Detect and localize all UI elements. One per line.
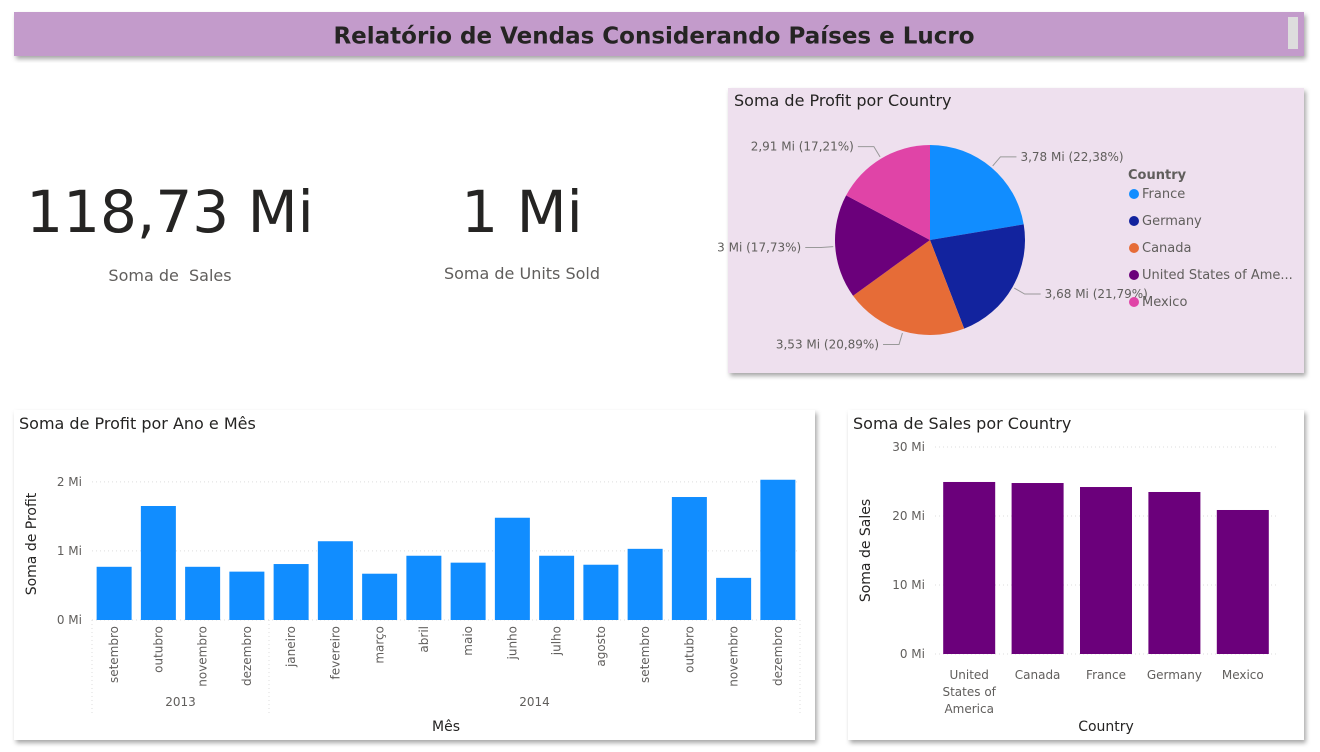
x-tick-label: dezembro <box>771 626 785 686</box>
x-tick-label: dezembro <box>240 626 254 686</box>
y-tick-label: 20 Mi <box>892 509 925 523</box>
legend-swatch <box>1129 243 1139 253</box>
bar <box>96 566 132 620</box>
data-label: 3 Mi (17,73%) <box>717 240 801 254</box>
pie-slice <box>853 240 965 335</box>
x-tick-label: United States of America <box>942 668 996 716</box>
y-tick-label: 10 Mi <box>892 578 925 592</box>
header-bar <box>14 12 1304 56</box>
y-tick-label: 0 Mi <box>900 647 925 661</box>
bar <box>627 548 663 620</box>
x-group-label: 2013 <box>165 695 196 709</box>
bar <box>450 562 486 620</box>
x-tick-label: agosto <box>594 626 608 667</box>
legend-swatch <box>1129 189 1139 199</box>
x-tick-label: abril <box>417 626 431 653</box>
pie-slice <box>930 145 1024 240</box>
x-tick-label: julho <box>550 626 564 656</box>
x-tick-label: março <box>373 626 387 664</box>
bar <box>539 555 575 620</box>
x-tick-label: setembro <box>107 626 121 683</box>
bar <box>1148 491 1201 654</box>
legend-label: France <box>1142 187 1185 202</box>
y-tick-label: 2 Mi <box>57 475 82 489</box>
legend-title: Country <box>1128 168 1187 183</box>
x-tick-label: setembro <box>638 626 652 683</box>
y-tick-label: 1 Mi <box>57 544 82 558</box>
x-tick-label: janeiro <box>284 626 298 668</box>
pie-slice <box>930 224 1025 329</box>
legend-label: Mexico <box>1142 295 1187 310</box>
data-label: 3,53 Mi (20,89%) <box>776 338 879 352</box>
page-title: Relatório de Vendas Considerando Países … <box>333 24 974 50</box>
kpi-label: Soma de Sales <box>108 266 231 285</box>
x-tick-label: Germany <box>1147 668 1202 682</box>
chart-title: Soma de Sales por Country <box>853 414 1071 433</box>
bar <box>943 481 996 654</box>
legend-label: Germany <box>1142 214 1202 229</box>
x-tick-label: junho <box>505 626 519 661</box>
bar <box>317 541 353 620</box>
x-tick-label: maio <box>461 626 475 656</box>
kpi-value: 118,73 Mi <box>26 178 314 246</box>
pie-slice <box>834 195 930 296</box>
leader-line <box>805 246 834 248</box>
y-tick-label: 30 Mi <box>892 440 925 454</box>
legend-swatch <box>1129 216 1139 226</box>
bar <box>273 564 309 620</box>
bar <box>185 566 221 620</box>
x-tick-label: outubro <box>682 626 696 673</box>
data-label: 3,78 Mi (22,38%) <box>1020 150 1123 164</box>
leader-line <box>883 332 903 346</box>
x-tick-label: outubro <box>151 626 165 673</box>
scrollbar <box>1288 17 1298 49</box>
chart-title: Soma de Profit por Ano e Mês <box>19 414 256 433</box>
y-tick-label: 0 Mi <box>57 613 82 627</box>
data-label: 2,91 Mi (17,21%) <box>751 140 854 154</box>
x-tick-label: novembro <box>196 626 210 687</box>
x-tick-label: Mexico <box>1222 668 1264 682</box>
kpi-label: Soma de Units Sold <box>444 264 600 283</box>
bar <box>671 497 707 620</box>
bar <box>1080 487 1132 654</box>
legend-swatch <box>1129 270 1139 280</box>
pie-slice <box>846 145 930 240</box>
bar <box>229 571 265 620</box>
bar <box>494 517 530 620</box>
bar <box>362 573 398 620</box>
y-axis-title: Soma de Sales <box>858 499 874 602</box>
y-axis-title: Soma de Profit <box>24 492 40 595</box>
x-tick-label: Canada <box>1015 668 1061 682</box>
bar <box>716 577 752 620</box>
legend-label: United States of Ame... <box>1142 268 1293 283</box>
x-axis-title: Country <box>1078 719 1134 735</box>
legend-swatch <box>1129 297 1139 307</box>
x-tick-label: fevereiro <box>328 626 342 680</box>
leader-line <box>992 156 1017 167</box>
x-tick-label: France <box>1086 668 1126 682</box>
kpi-value: 1 Mi <box>461 178 583 246</box>
bar <box>1216 509 1269 654</box>
bar <box>140 506 176 620</box>
bar <box>406 555 442 620</box>
bar <box>583 564 619 620</box>
x-tick-label: novembro <box>727 626 741 687</box>
chart-title: Soma de Profit por Country <box>734 91 952 110</box>
x-group-label: 2014 <box>519 695 550 709</box>
leader-line <box>1013 287 1041 295</box>
leader-line <box>857 146 881 158</box>
x-axis-title: Mês <box>432 719 460 735</box>
bar <box>760 479 796 620</box>
data-label: 3,68 Mi (21,79%) <box>1045 287 1148 301</box>
legend-label: Canada <box>1142 241 1191 256</box>
bar <box>1011 483 1064 654</box>
